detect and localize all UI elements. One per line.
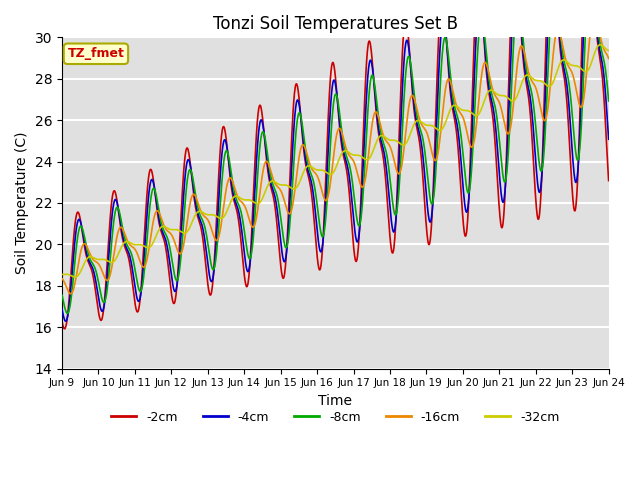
Legend: -2cm, -4cm, -8cm, -16cm, -32cm: -2cm, -4cm, -8cm, -16cm, -32cm: [106, 406, 564, 429]
Title: Tonzi Soil Temperatures Set B: Tonzi Soil Temperatures Set B: [213, 15, 458, 33]
Y-axis label: Soil Temperature (C): Soil Temperature (C): [15, 132, 29, 274]
Text: TZ_fmet: TZ_fmet: [67, 47, 124, 60]
X-axis label: Time: Time: [318, 394, 353, 408]
